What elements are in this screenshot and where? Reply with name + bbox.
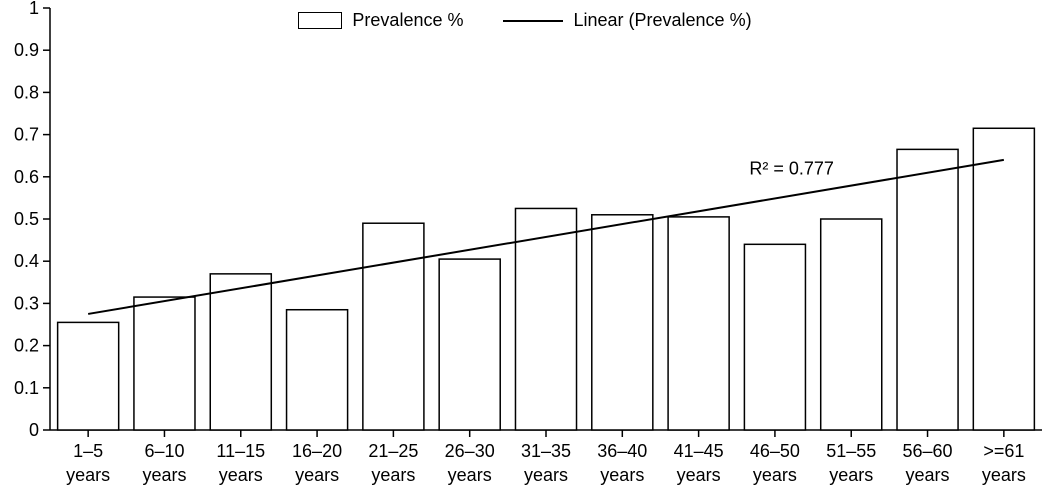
- bar: [134, 297, 195, 430]
- y-tick-label: 0.9: [14, 40, 39, 60]
- bar: [210, 274, 271, 430]
- y-tick-label: 0.7: [14, 125, 39, 145]
- x-tick-label-unit: years: [982, 465, 1026, 485]
- x-tick-label-unit: years: [677, 465, 721, 485]
- x-tick-label-range: 21–25: [368, 441, 418, 461]
- bar: [973, 128, 1034, 430]
- x-tick-label-range: >=61: [983, 441, 1024, 461]
- bar: [58, 322, 119, 430]
- bar: [515, 208, 576, 430]
- x-tick-label-unit: years: [829, 465, 873, 485]
- bar: [897, 149, 958, 430]
- bar: [592, 215, 653, 430]
- y-tick-label: 0.5: [14, 209, 39, 229]
- bar: [668, 217, 729, 430]
- legend-item-bar: Prevalence %: [298, 10, 463, 31]
- x-tick-label-unit: years: [295, 465, 339, 485]
- legend-swatch-bar: [298, 12, 342, 29]
- legend-label-bar: Prevalence %: [352, 10, 463, 31]
- y-tick-label: 0.2: [14, 336, 39, 356]
- x-tick-label-unit: years: [371, 465, 415, 485]
- x-tick-label-range: 16–20: [292, 441, 342, 461]
- prevalence-chart: Prevalence % Linear (Prevalence %) 00.10…: [0, 0, 1050, 503]
- x-tick-label-unit: years: [142, 465, 186, 485]
- bar: [287, 310, 348, 430]
- x-tick-label-range: 51–55: [826, 441, 876, 461]
- bar: [821, 219, 882, 430]
- legend-item-line: Linear (Prevalence %): [503, 10, 751, 31]
- y-tick-label: 0.8: [14, 82, 39, 102]
- x-tick-label-unit: years: [219, 465, 263, 485]
- bar: [439, 259, 500, 430]
- x-tick-label-range: 26–30: [445, 441, 495, 461]
- y-tick-label: 0.3: [14, 293, 39, 313]
- chart-svg: 00.10.20.30.40.50.60.70.80.911–5years6–1…: [0, 0, 1050, 503]
- legend-swatch-line: [503, 20, 563, 22]
- x-tick-label-range: 11–15: [216, 441, 265, 461]
- x-tick-label-range: 36–40: [597, 441, 647, 461]
- y-tick-label: 0.1: [14, 378, 39, 398]
- x-tick-label-range: 56–60: [903, 441, 953, 461]
- chart-legend: Prevalence % Linear (Prevalence %): [0, 10, 1050, 31]
- x-tick-label-range: 31–35: [521, 441, 571, 461]
- x-tick-label-range: 46–50: [750, 441, 800, 461]
- bar: [744, 244, 805, 430]
- x-tick-label-unit: years: [524, 465, 568, 485]
- r-squared-label: R² = 0.777: [749, 159, 834, 179]
- x-tick-label-range: 41–45: [674, 441, 724, 461]
- x-tick-label-unit: years: [753, 465, 797, 485]
- bar: [363, 223, 424, 430]
- x-tick-label-range: 6–10: [144, 441, 184, 461]
- x-tick-label-unit: years: [906, 465, 950, 485]
- x-tick-label-unit: years: [448, 465, 492, 485]
- y-tick-label: 0.4: [14, 251, 39, 271]
- y-tick-label: 0.6: [14, 167, 39, 187]
- legend-label-line: Linear (Prevalence %): [573, 10, 751, 31]
- x-tick-label-unit: years: [600, 465, 644, 485]
- x-tick-label-range: 1–5: [73, 441, 103, 461]
- y-tick-label: 0: [29, 420, 39, 440]
- x-tick-label-unit: years: [66, 465, 110, 485]
